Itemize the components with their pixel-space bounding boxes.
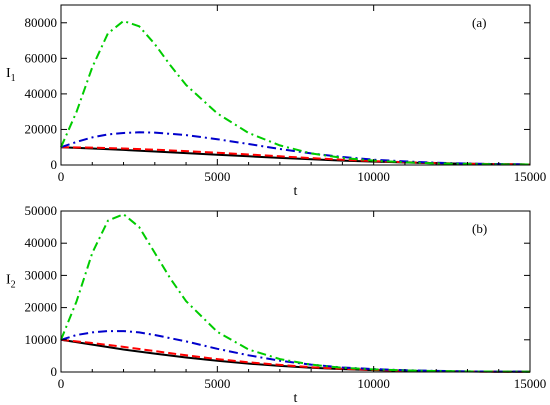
panel-a-label: (a) — [472, 15, 486, 30]
panel-a-y-axis-label: I1 — [6, 66, 16, 84]
panel-b-label: (b) — [472, 221, 487, 236]
panel-a-y-axis-label-subscript: 1 — [11, 73, 16, 84]
panel-b-series-2-line — [60, 330, 531, 373]
panel-a-series-2-line — [60, 131, 531, 166]
panel-b-series-0-line — [60, 338, 531, 373]
panel-a-series-3-line — [60, 20, 531, 166]
panel-b-x-axis-label: t — [294, 391, 298, 405]
panel-b-x-tick-label: 5000 — [204, 376, 230, 391]
panel-b-y-tick-label: 20000 — [25, 300, 58, 315]
panel-a-plot-frame — [60, 4, 531, 166]
panel-b-y-tick-label: 40000 — [25, 235, 58, 250]
panel-b-plot-frame — [60, 210, 531, 373]
panel-a-x-axis-label: t — [294, 184, 298, 199]
panel-a-x-tick-label: 10000 — [357, 169, 390, 184]
panel-a-y-tick-label: 20000 — [25, 121, 58, 136]
panel-b-y-tick-label: 0 — [51, 364, 58, 379]
panel-a-y-tick-label: 0 — [51, 157, 58, 172]
panel-a-y-tick-label: 40000 — [25, 86, 58, 101]
panel-b-x-tick-label: 0 — [58, 376, 65, 391]
panel-b-y-axis-label: I2 — [6, 273, 16, 291]
panel-b-x-tick-label: 10000 — [357, 376, 390, 391]
panel-b-series-3-line — [60, 213, 531, 373]
panel-a-x-tick-label: 5000 — [204, 169, 230, 184]
panel-b-series-1-line — [60, 338, 531, 373]
panel-b-x-tick-label: 15000 — [514, 376, 547, 391]
panel-b-y-tick-label: 30000 — [25, 267, 58, 282]
panel-a-y-tick-label: 60000 — [25, 50, 58, 65]
panel-a-y-tick-label: 80000 — [25, 15, 58, 30]
panel-a-x-tick-label: 0 — [58, 169, 65, 184]
panel-b-y-tick-label: 10000 — [25, 332, 58, 347]
panel-a-x-tick-label: 15000 — [514, 169, 547, 184]
panel-b-y-tick-label: 50000 — [25, 203, 58, 218]
panel-b-y-axis-label-subscript: 2 — [11, 280, 16, 291]
